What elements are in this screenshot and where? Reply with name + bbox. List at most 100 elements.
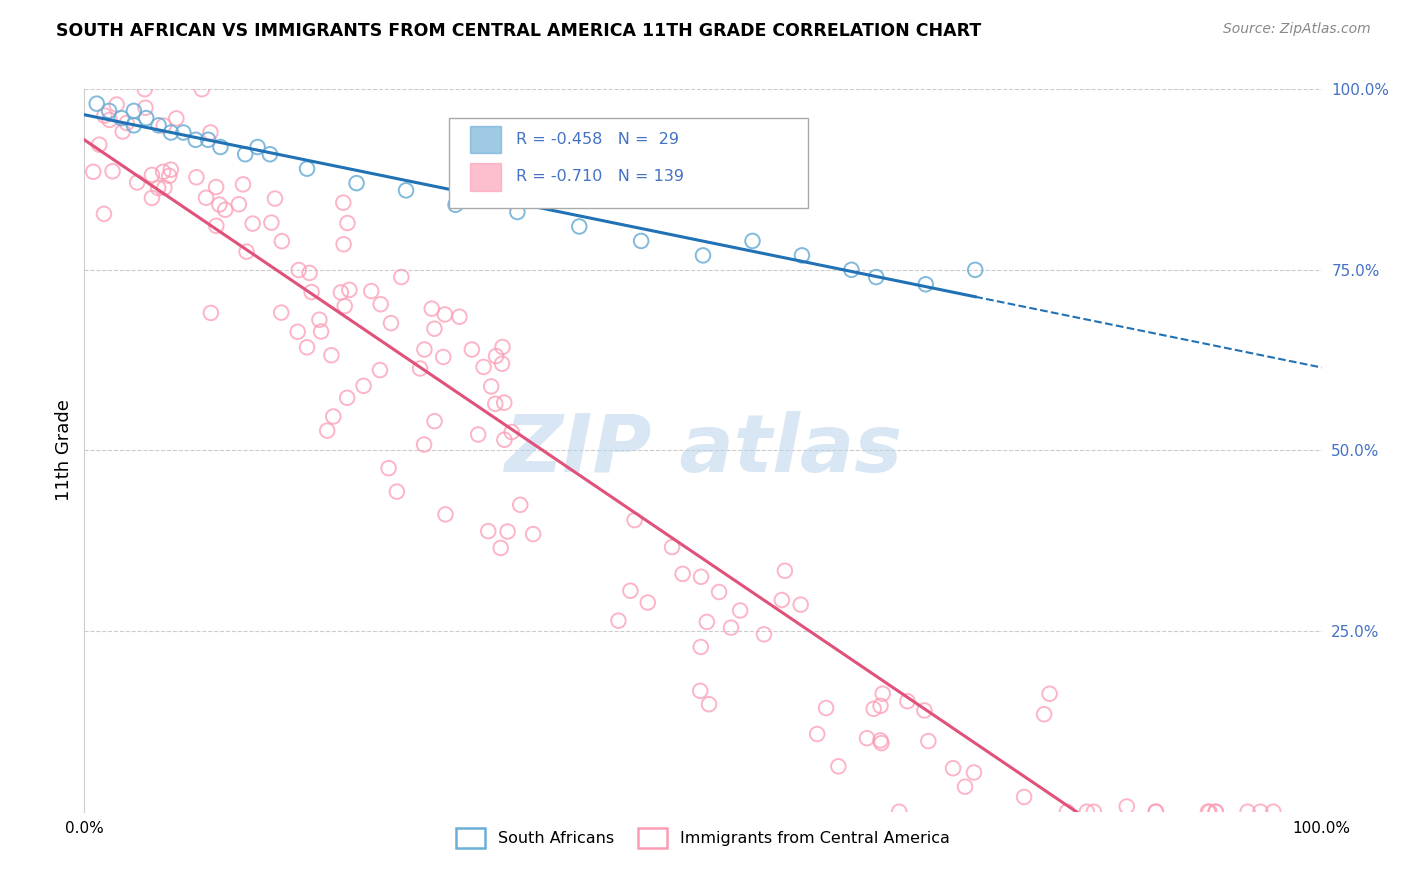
- Point: [494, 433, 516, 447]
- Point: [623, 513, 645, 527]
- Point: [385, 484, 408, 499]
- Point: [270, 234, 292, 248]
- Point: [184, 133, 207, 147]
- Point: [346, 176, 368, 190]
- Legend: South Africans, Immigrants from Central America: South Africans, Immigrants from Central …: [450, 822, 956, 855]
- Point: [134, 101, 156, 115]
- Point: [336, 391, 359, 405]
- Point: [896, 694, 918, 708]
- Point: [423, 414, 446, 428]
- Point: [214, 202, 236, 217]
- Point: [790, 248, 813, 262]
- Point: [295, 161, 318, 176]
- Point: [434, 508, 457, 522]
- Point: [672, 566, 695, 581]
- Point: [82, 165, 104, 179]
- Point: [395, 183, 418, 197]
- Point: [1012, 789, 1035, 804]
- Point: [246, 140, 269, 154]
- Point: [235, 244, 257, 259]
- Point: [197, 133, 219, 147]
- Point: [232, 178, 254, 192]
- Point: [491, 340, 513, 354]
- Point: [122, 103, 145, 118]
- Point: [467, 427, 489, 442]
- Point: [333, 299, 356, 313]
- FancyBboxPatch shape: [450, 118, 808, 209]
- Point: [692, 248, 714, 262]
- Point: [720, 621, 742, 635]
- Point: [479, 379, 502, 393]
- Point: [696, 615, 718, 629]
- Point: [413, 343, 436, 357]
- Point: [332, 195, 354, 210]
- Point: [509, 498, 531, 512]
- Point: [228, 197, 250, 211]
- Point: [141, 191, 163, 205]
- Point: [491, 357, 513, 371]
- Point: [942, 761, 965, 775]
- Point: [862, 702, 884, 716]
- Point: [186, 170, 208, 185]
- Point: [295, 340, 318, 354]
- Point: [1144, 805, 1167, 819]
- Point: [260, 216, 283, 230]
- Point: [329, 285, 352, 300]
- Point: [1144, 805, 1167, 819]
- Point: [321, 348, 343, 362]
- Point: [309, 325, 332, 339]
- Point: [301, 285, 323, 299]
- Point: [770, 593, 793, 607]
- Point: [444, 198, 467, 212]
- Y-axis label: 11th Grade: 11th Grade: [55, 400, 73, 501]
- Point: [661, 540, 683, 554]
- Point: [160, 126, 183, 140]
- Point: [865, 270, 887, 285]
- Point: [1038, 687, 1060, 701]
- Point: [963, 765, 986, 780]
- Text: R = -0.710   N = 139: R = -0.710 N = 139: [516, 169, 685, 185]
- Point: [370, 297, 392, 311]
- Point: [568, 219, 591, 234]
- Point: [1205, 805, 1227, 819]
- Point: [93, 109, 115, 123]
- Point: [827, 759, 849, 773]
- Point: [200, 125, 222, 139]
- Point: [912, 704, 935, 718]
- Point: [484, 397, 506, 411]
- Point: [472, 359, 495, 374]
- Point: [489, 541, 512, 555]
- Point: [619, 583, 641, 598]
- Point: [259, 147, 281, 161]
- Point: [870, 736, 893, 750]
- Point: [690, 570, 713, 584]
- Bar: [471, 126, 502, 153]
- Point: [752, 627, 775, 641]
- Point: [332, 237, 354, 252]
- Point: [420, 301, 443, 316]
- Point: [135, 111, 157, 125]
- Point: [157, 169, 180, 183]
- Point: [1249, 805, 1271, 819]
- Point: [485, 349, 508, 363]
- Point: [287, 325, 309, 339]
- Point: [115, 116, 138, 130]
- Point: [432, 350, 454, 364]
- Point: [89, 137, 111, 152]
- Point: [337, 283, 360, 297]
- Point: [148, 181, 170, 195]
- Point: [205, 219, 228, 233]
- Point: [409, 361, 432, 376]
- Point: [153, 180, 176, 194]
- Point: [389, 270, 412, 285]
- Text: Source: ZipAtlas.com: Source: ZipAtlas.com: [1223, 22, 1371, 37]
- Point: [353, 379, 375, 393]
- Point: [872, 687, 894, 701]
- Text: R = -0.458   N =  29: R = -0.458 N = 29: [516, 132, 679, 147]
- Point: [741, 234, 763, 248]
- Point: [191, 82, 214, 96]
- Point: [1197, 805, 1219, 819]
- Point: [522, 527, 544, 541]
- Point: [841, 262, 863, 277]
- Point: [298, 266, 321, 280]
